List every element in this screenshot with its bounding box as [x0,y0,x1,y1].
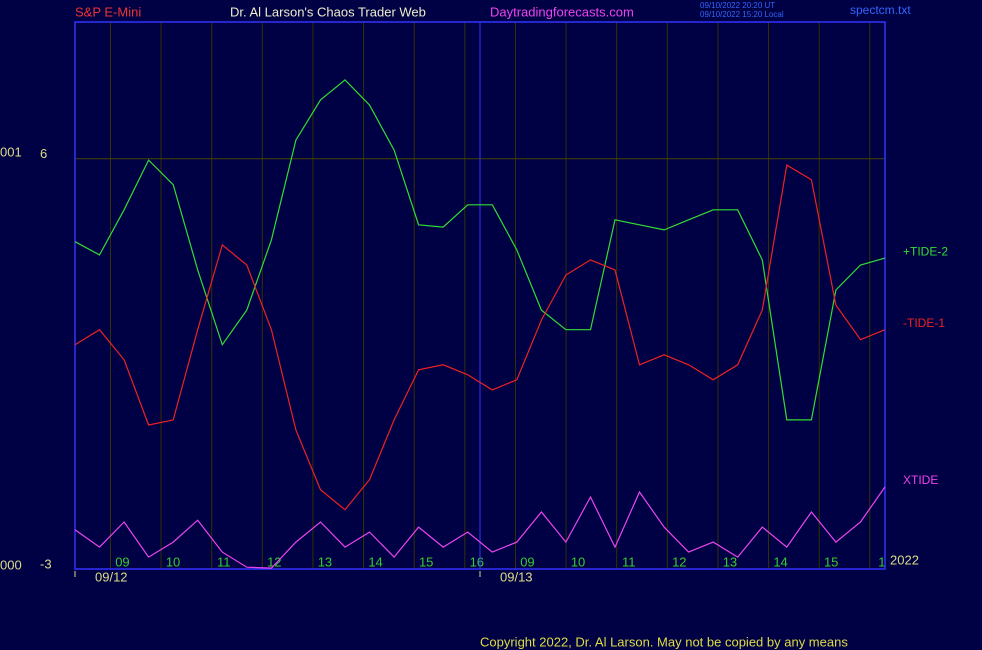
left-label: 000 [0,557,22,572]
y-tick-label: -3 [40,556,52,571]
x-tick-label: 1 [878,554,885,569]
x-tick-label: 09 [520,554,534,569]
x-tick-label: 14 [368,554,382,569]
website: Daytradingforecasts.com [490,4,634,19]
chart-title: Dr. Al Larson's Chaos Trader Web [230,4,426,19]
x-tick-label: 10 [166,554,180,569]
y-tick-label: 6 [40,146,47,161]
instrument: S&P E-Mini [75,4,141,19]
plot-border [74,21,886,570]
x-tick-label: 15 [419,554,433,569]
series-label: +TIDE-2 [903,244,948,258]
timestamp: 09/10/2022 15:20 Local [700,10,784,19]
x-tick-label: 11 [217,554,231,569]
x-tick-label: 11 [622,554,636,569]
series-label: XTIDE [903,473,938,487]
left-label: 001 [0,144,22,159]
timestamp: 09/10/2022 20:20 UT [700,1,775,10]
copyright: Copyright 2022, Dr. Al Larson. May not b… [480,634,848,649]
x-tick-label: 15 [824,554,838,569]
series-line [74,486,886,569]
date-label: 09/12 [95,569,128,584]
file-name: spectcm.txt [850,3,911,17]
year: 2022 [890,552,919,567]
x-tick-label: 12 [267,554,281,569]
x-tick-label: 13 [318,554,332,569]
date-label: 09/13 [500,569,533,584]
x-tick-label: 12 [672,554,686,569]
series-line [74,164,886,511]
x-tick-label: 09 [115,554,129,569]
series-label: -TIDE-1 [903,316,945,330]
x-tick-label: 13 [723,554,737,569]
x-tick-label: 10 [571,554,585,569]
series-line [74,79,886,421]
x-tick-label: 14 [773,554,787,569]
x-tick-label: 16 [470,554,484,569]
